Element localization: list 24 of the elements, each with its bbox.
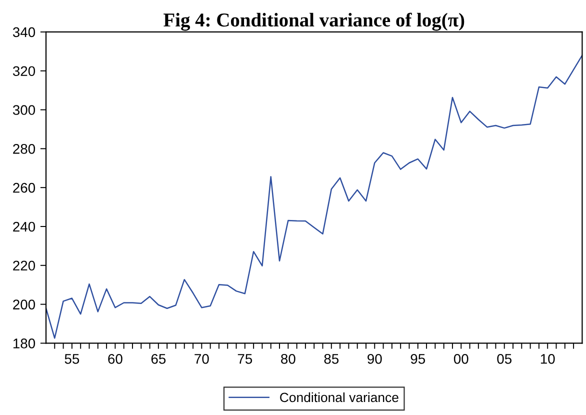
y-tick-label: 320 bbox=[12, 66, 36, 76]
x-tick-label: 05 bbox=[497, 354, 512, 364]
x-tick-label: 65 bbox=[151, 354, 166, 364]
y-tick-label: 240 bbox=[13, 222, 36, 232]
y-tick-label: 180 bbox=[13, 338, 36, 348]
y-tick-label: 260 bbox=[13, 182, 36, 193]
y-tick-label: 340 bbox=[12, 27, 36, 38]
y-tick-label: 220 bbox=[13, 260, 36, 271]
line-series bbox=[46, 54, 582, 339]
x-tick-label: 90 bbox=[368, 354, 382, 364]
x-tick-label: 95 bbox=[410, 354, 426, 364]
x-tick-label: 60 bbox=[108, 354, 122, 364]
x-tick-label: 80 bbox=[281, 354, 296, 364]
y-tick-label: 300 bbox=[12, 105, 36, 115]
legend-label: Conditional variance bbox=[280, 392, 398, 402]
chart-title: Fig 4: Conditional variance of log(π) bbox=[164, 12, 464, 31]
y-tick-label: 200 bbox=[13, 300, 36, 310]
x-tick-label: 85 bbox=[324, 354, 339, 364]
x-tick-label: 75 bbox=[238, 354, 252, 364]
x-tick-label: 10 bbox=[540, 354, 555, 364]
x-tick-label: 70 bbox=[194, 354, 209, 364]
x-tick-label: 00 bbox=[454, 354, 468, 364]
y-tick-label: 280 bbox=[13, 144, 36, 154]
x-tick-label: 55 bbox=[64, 354, 80, 364]
